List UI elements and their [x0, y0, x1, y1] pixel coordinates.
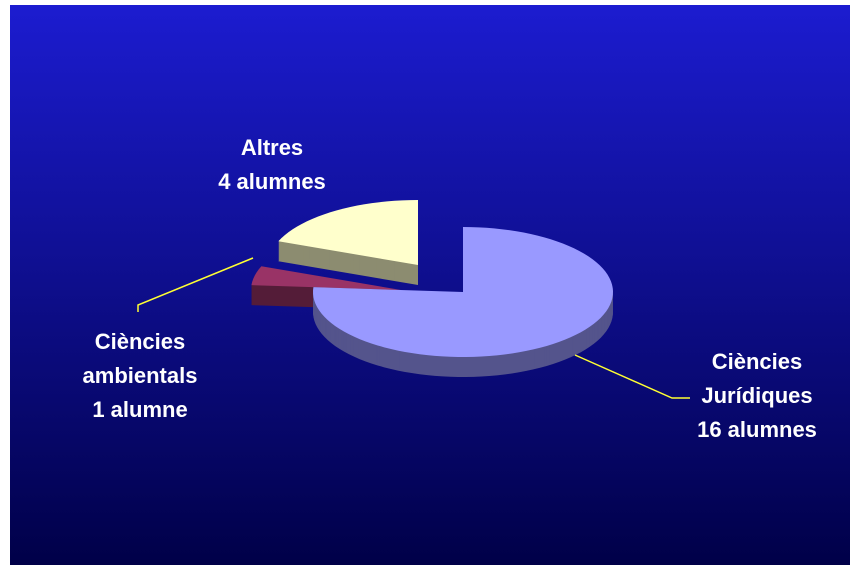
data-label: Altres 4 alumnes	[192, 131, 352, 199]
slice	[251, 266, 401, 290]
value-label: 16 alumnes	[697, 417, 817, 442]
pie	[251, 200, 613, 377]
background	[10, 5, 850, 565]
slice	[313, 227, 613, 357]
data-label: Ciències Jurídiques 16 alumnes	[677, 345, 837, 447]
data-label: Ciències ambientals 1 alumne	[60, 325, 220, 427]
leader-line	[137, 257, 254, 312]
value-label: 1 alumne	[92, 397, 188, 422]
category-label: Altres	[240, 135, 304, 160]
value-label: 4 alumnes	[218, 169, 326, 194]
category-label: Ciències ambientals	[82, 329, 198, 388]
category-label: Ciències Jurídiques	[701, 349, 813, 408]
slice	[278, 200, 418, 265]
leader-line	[574, 354, 690, 399]
